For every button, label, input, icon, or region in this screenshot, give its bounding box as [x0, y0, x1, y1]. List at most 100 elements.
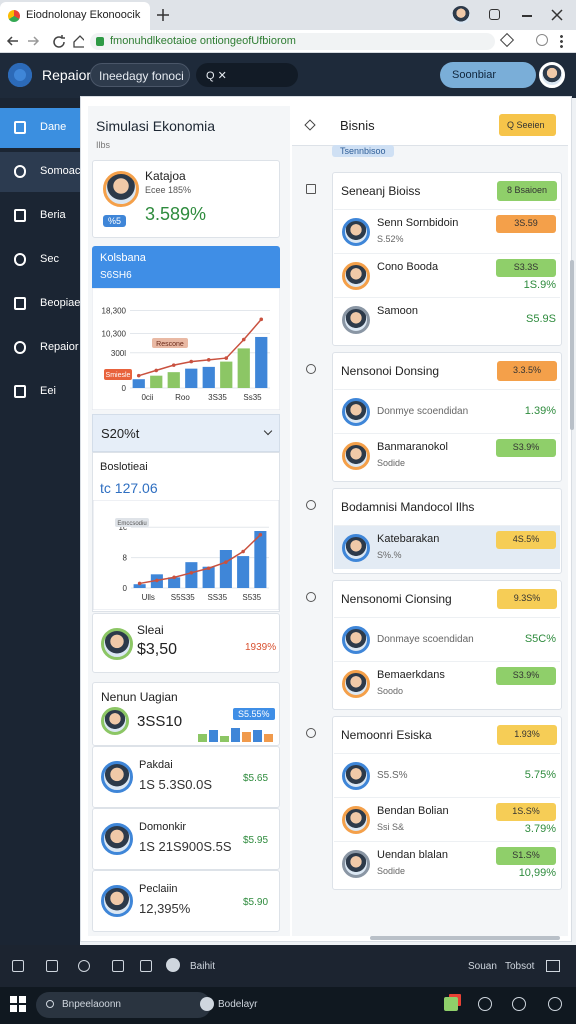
- annotation: Rescone: [156, 341, 184, 348]
- item-avatar: [342, 262, 370, 290]
- kebab: [560, 34, 563, 48]
- tray-icon[interactable]: [512, 997, 526, 1011]
- bar: [219, 550, 232, 588]
- bar: [237, 348, 250, 388]
- chart1: 0 300l 10,300 18,300 0cii Roo 3S35 Ss35 Rescone S…: [92, 288, 280, 410]
- stat-name: Sleai: [137, 623, 164, 637]
- section-item[interactable]: Samoon S5.9S: [334, 297, 560, 341]
- item-name: Banmaranokol: [377, 441, 448, 453]
- item-badge: S3.3S: [496, 259, 556, 277]
- sidebar-icon: [14, 165, 26, 178]
- section-item[interactable]: Katebarakan S%.% 4S.5%: [334, 525, 560, 569]
- header-button[interactable]: Soonbiar: [440, 62, 536, 88]
- bar: [202, 366, 215, 388]
- summary-value: 3.589%: [145, 204, 207, 224]
- section-item[interactable]: Bendan Bolian Ssi S& 1S.S% 3.79%: [334, 797, 560, 841]
- back: [6, 36, 18, 46]
- ext-icon[interactable]: [489, 9, 500, 20]
- sidebar-item[interactable]: Sec: [0, 240, 80, 280]
- mini-bar: [198, 734, 207, 742]
- right-button[interactable]: Q Seeien: [499, 114, 556, 136]
- sidebar-label: Dane: [40, 121, 67, 133]
- section-item[interactable]: Bemaerkdans Soodo S3.9%: [334, 661, 560, 705]
- profile-avatar[interactable]: [452, 6, 470, 24]
- section-badge[interactable]: 9.3S%: [497, 589, 557, 609]
- bar: [167, 372, 180, 388]
- section-item[interactable]: Cono Booda S3.3S 1S.9%: [334, 253, 560, 297]
- sidebar-item[interactable]: Beria: [0, 196, 80, 236]
- menu-icon[interactable]: [536, 34, 548, 46]
- section-item[interactable]: Donmaye scoendidan S5C%: [334, 617, 560, 661]
- status-icon[interactable]: [46, 960, 58, 972]
- section-item[interactable]: Donmye scoendidan 1.39%: [334, 389, 560, 433]
- list-item[interactable]: Pakdai 1S 5.3S0.0S $5.65: [92, 746, 280, 808]
- section-item[interactable]: Banmaranokol Sodide S3.9%: [334, 433, 560, 477]
- sidebar-label: Beria: [40, 209, 66, 221]
- section-item[interactable]: Uendan blalan Sodide S1.S% 10,99%: [334, 841, 560, 885]
- status-icon[interactable]: [78, 960, 90, 972]
- h-scrollbar: [370, 936, 560, 940]
- sidebar-item[interactable]: Repaior: [0, 328, 80, 368]
- mini-bar: [209, 730, 218, 742]
- mini-bar: [253, 730, 262, 742]
- filter-pill[interactable]: Q ✕: [196, 63, 298, 87]
- item-sub: Soodo: [377, 686, 404, 696]
- section-item[interactable]: Senn Sornbidoin S.52% 3S.59: [334, 209, 560, 253]
- bar: [220, 361, 233, 388]
- sidebar-item[interactable]: Eei: [0, 372, 80, 412]
- tray-icon[interactable]: [548, 997, 562, 1011]
- summary-card[interactable]: Katajoa Ecee 185% %5 3.589%: [92, 160, 280, 238]
- status-icon[interactable]: [546, 960, 560, 972]
- y-tick-label: 300l: [111, 349, 126, 358]
- sidebar-icon: [14, 253, 26, 266]
- chart1-subtitle: S6SH6: [100, 270, 132, 281]
- tray-app[interactable]: [444, 997, 458, 1011]
- x-tick-label: SS35: [207, 593, 227, 602]
- search-pill[interactable]: Ineedagy fonoci: [90, 63, 190, 87]
- item-avatar: [342, 626, 370, 654]
- list-item[interactable]: Peclaiin 12,395% $5.90: [92, 870, 280, 932]
- item-avatar: [342, 306, 370, 334]
- section-badge[interactable]: 1.93%: [497, 725, 557, 745]
- list-name: Domonkir: [139, 821, 187, 833]
- bar: [133, 584, 146, 588]
- taskbar-search[interactable]: Bnpeelaoonn: [36, 992, 211, 1018]
- status-dot[interactable]: [166, 958, 180, 972]
- minimize[interactable]: [522, 15, 532, 17]
- bar: [202, 566, 215, 588]
- list-value: $5.95: [243, 835, 269, 846]
- tray-icon[interactable]: [478, 997, 492, 1011]
- start-button[interactable]: [10, 996, 26, 1012]
- item-sub: S%.%: [377, 550, 402, 560]
- bar: [255, 336, 268, 388]
- summary-avatar: [103, 171, 139, 207]
- reload: [53, 35, 65, 48]
- section-badge[interactable]: 8 Bsaioen: [497, 181, 557, 201]
- user-avatar[interactable]: [539, 62, 565, 88]
- chart1-header: [92, 246, 280, 288]
- section-title: Seneanj Bioiss: [341, 184, 421, 198]
- status-icon[interactable]: [140, 960, 152, 972]
- item-value: 10,99%: [518, 867, 556, 879]
- period-dropdown[interactable]: S20%t: [92, 414, 280, 452]
- stat-value: $3,50: [137, 641, 178, 658]
- status-icon[interactable]: [112, 960, 124, 972]
- right-tag[interactable]: Tsennbisoo: [332, 145, 394, 157]
- stat-card[interactable]: Sleai $3,50 1939%: [92, 613, 280, 673]
- sidebar-item[interactable]: Dane: [0, 108, 80, 148]
- dropdown-chevron: [263, 426, 273, 436]
- sidebar-icon: [14, 297, 26, 310]
- annotation: Smiesle: [106, 372, 131, 379]
- item-value: 1S.9%: [523, 279, 556, 291]
- tab[interactable]: Eiodnolonay Ekonoocik: [0, 2, 150, 30]
- sidebar-item[interactable]: Beopiae: [0, 284, 80, 324]
- url-field[interactable]: fmonuhdlkeotaioe ontiongeofUfbiorom: [90, 33, 495, 50]
- list-item[interactable]: Domonkir 1S 21S900S.5S $5.95: [92, 808, 280, 870]
- stat-change: 1939%: [245, 642, 277, 653]
- status-icon[interactable]: [12, 960, 24, 972]
- sidebar-icon: [14, 209, 26, 222]
- section-badge[interactable]: 3.3.5%: [497, 361, 557, 381]
- app-name: Repaior: [42, 67, 92, 83]
- section-item[interactable]: S5.S% 5.75%: [334, 753, 560, 797]
- sidebar-item[interactable]: Somoac: [0, 152, 80, 192]
